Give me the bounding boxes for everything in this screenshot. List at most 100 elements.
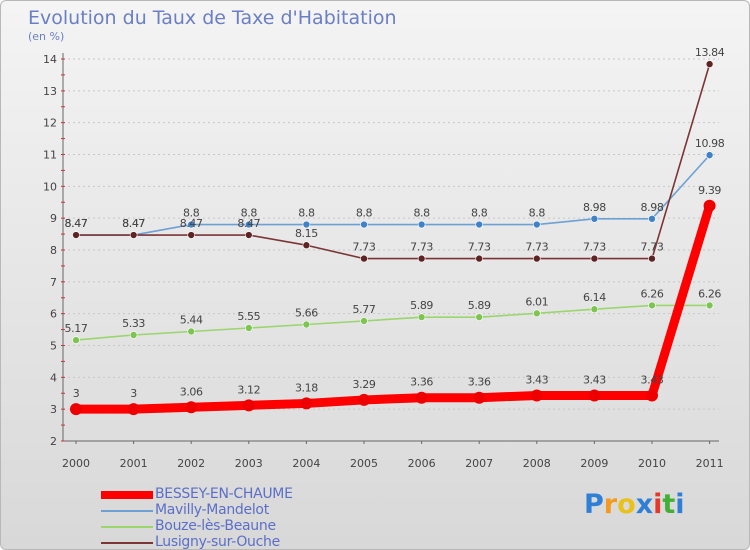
data-point bbox=[187, 231, 195, 239]
data-label: 8.8 bbox=[413, 207, 430, 220]
data-point bbox=[245, 220, 253, 229]
data-point bbox=[245, 324, 253, 332]
data-label: 9.39 bbox=[698, 184, 721, 197]
data-label: 8.47 bbox=[237, 217, 260, 230]
data-point bbox=[127, 403, 140, 416]
data-label: 5.55 bbox=[237, 310, 260, 323]
legend-swatch bbox=[101, 491, 153, 499]
legend-label: BESSEY-EN-CHAUME bbox=[155, 486, 293, 502]
data-label: 7.73 bbox=[641, 241, 664, 254]
x-tick-label: 2001 bbox=[120, 457, 148, 470]
x-tick-label: 2011 bbox=[696, 457, 724, 470]
y-tick-label: 10 bbox=[43, 180, 57, 193]
chart-title: Evolution du Taux de Taxe d'Habitation bbox=[28, 7, 397, 29]
series-line-mavilly-mandelot bbox=[75, 154, 711, 236]
y-tick-label: 6 bbox=[50, 308, 57, 321]
data-point bbox=[129, 331, 138, 339]
y-tick-label: 8 bbox=[50, 244, 57, 257]
data-label: 13.84 bbox=[695, 46, 725, 59]
data-label: 5.17 bbox=[65, 322, 88, 335]
data-point bbox=[532, 220, 541, 229]
data-label: 5.77 bbox=[353, 303, 376, 316]
data-label: 8.98 bbox=[641, 201, 664, 214]
x-tick-label: 2008 bbox=[523, 457, 551, 470]
y-tick-label: 3 bbox=[50, 403, 57, 416]
data-label: 3.36 bbox=[468, 376, 491, 389]
data-label: 8.8 bbox=[529, 207, 546, 220]
data-point bbox=[187, 327, 195, 336]
data-label: 7.73 bbox=[525, 241, 548, 254]
legend-label: Bouze-lès-Beaune bbox=[155, 518, 276, 534]
x-tick-label: 2000 bbox=[62, 457, 90, 470]
data-point bbox=[72, 336, 80, 344]
data-label: 7.73 bbox=[583, 241, 606, 254]
legend-swatch bbox=[101, 510, 153, 512]
brand-letter: x bbox=[635, 489, 654, 520]
data-label: 3.18 bbox=[295, 381, 318, 394]
data-point bbox=[242, 399, 255, 412]
data-label: 3 bbox=[73, 387, 80, 400]
x-tick-label: 2010 bbox=[638, 457, 666, 470]
brand-letter: o bbox=[617, 489, 636, 520]
data-label: 8.47 bbox=[122, 217, 145, 230]
data-label: 10.98 bbox=[695, 137, 725, 150]
data-label: 5.44 bbox=[180, 313, 203, 326]
y-tick-label: 12 bbox=[43, 117, 57, 130]
data-point bbox=[703, 199, 716, 212]
x-tick-label: 2005 bbox=[350, 457, 378, 470]
data-label: 8.8 bbox=[298, 207, 315, 220]
data-point bbox=[300, 397, 313, 410]
data-point bbox=[590, 215, 599, 223]
data-label: 6.01 bbox=[525, 295, 548, 308]
data-label: 3.43 bbox=[583, 373, 606, 386]
y-tick-label: 9 bbox=[50, 212, 57, 225]
series-line-lusigny-sur-ouche bbox=[75, 63, 711, 260]
data-label: 8.47 bbox=[65, 217, 88, 230]
data-point bbox=[302, 320, 311, 329]
data-label: 8.98 bbox=[583, 201, 606, 214]
data-label: 7.73 bbox=[468, 241, 491, 254]
y-tick-label: 14 bbox=[43, 53, 57, 66]
data-point bbox=[648, 301, 656, 310]
data-label: 3.43 bbox=[525, 373, 548, 386]
data-point bbox=[532, 254, 541, 263]
data-point bbox=[530, 389, 543, 402]
data-point bbox=[473, 391, 486, 404]
brand-letter: t bbox=[662, 489, 676, 520]
series-line-bessey-en-chaume bbox=[71, 201, 715, 414]
data-point bbox=[590, 305, 599, 314]
data-point bbox=[358, 393, 370, 406]
data-label: 8.8 bbox=[241, 207, 258, 220]
legend-label: Mavilly-Mandelot bbox=[155, 502, 269, 518]
data-point bbox=[70, 403, 82, 416]
data-label: 8.8 bbox=[356, 207, 373, 220]
data-label: 6.26 bbox=[698, 287, 721, 300]
data-point bbox=[360, 220, 368, 229]
legend-swatch bbox=[101, 542, 153, 544]
data-label: 8.47 bbox=[122, 217, 145, 230]
brand-logo: Proxiti bbox=[584, 489, 685, 520]
brand-letter: i bbox=[653, 489, 663, 520]
data-point bbox=[648, 215, 656, 223]
data-point bbox=[187, 220, 195, 229]
x-tick-label: 2009 bbox=[580, 457, 608, 470]
data-point bbox=[72, 231, 80, 239]
data-point bbox=[302, 220, 311, 229]
data-label: 8.47 bbox=[180, 217, 203, 230]
x-tick-label: 2006 bbox=[408, 457, 436, 470]
y-tick-label: 13 bbox=[43, 85, 57, 98]
data-label: 5.89 bbox=[468, 299, 491, 312]
data-label: 8.47 bbox=[65, 217, 88, 230]
data-point bbox=[360, 254, 368, 263]
x-tick-label: 2002 bbox=[177, 457, 205, 470]
data-label: 3.36 bbox=[410, 376, 433, 389]
data-point bbox=[475, 220, 484, 229]
data-label: 3.12 bbox=[237, 383, 260, 396]
data-label: 7.73 bbox=[410, 241, 433, 254]
data-label: 5.89 bbox=[410, 299, 433, 312]
data-point bbox=[705, 151, 714, 159]
data-point bbox=[648, 254, 656, 263]
y-tick-label: 4 bbox=[50, 371, 57, 384]
